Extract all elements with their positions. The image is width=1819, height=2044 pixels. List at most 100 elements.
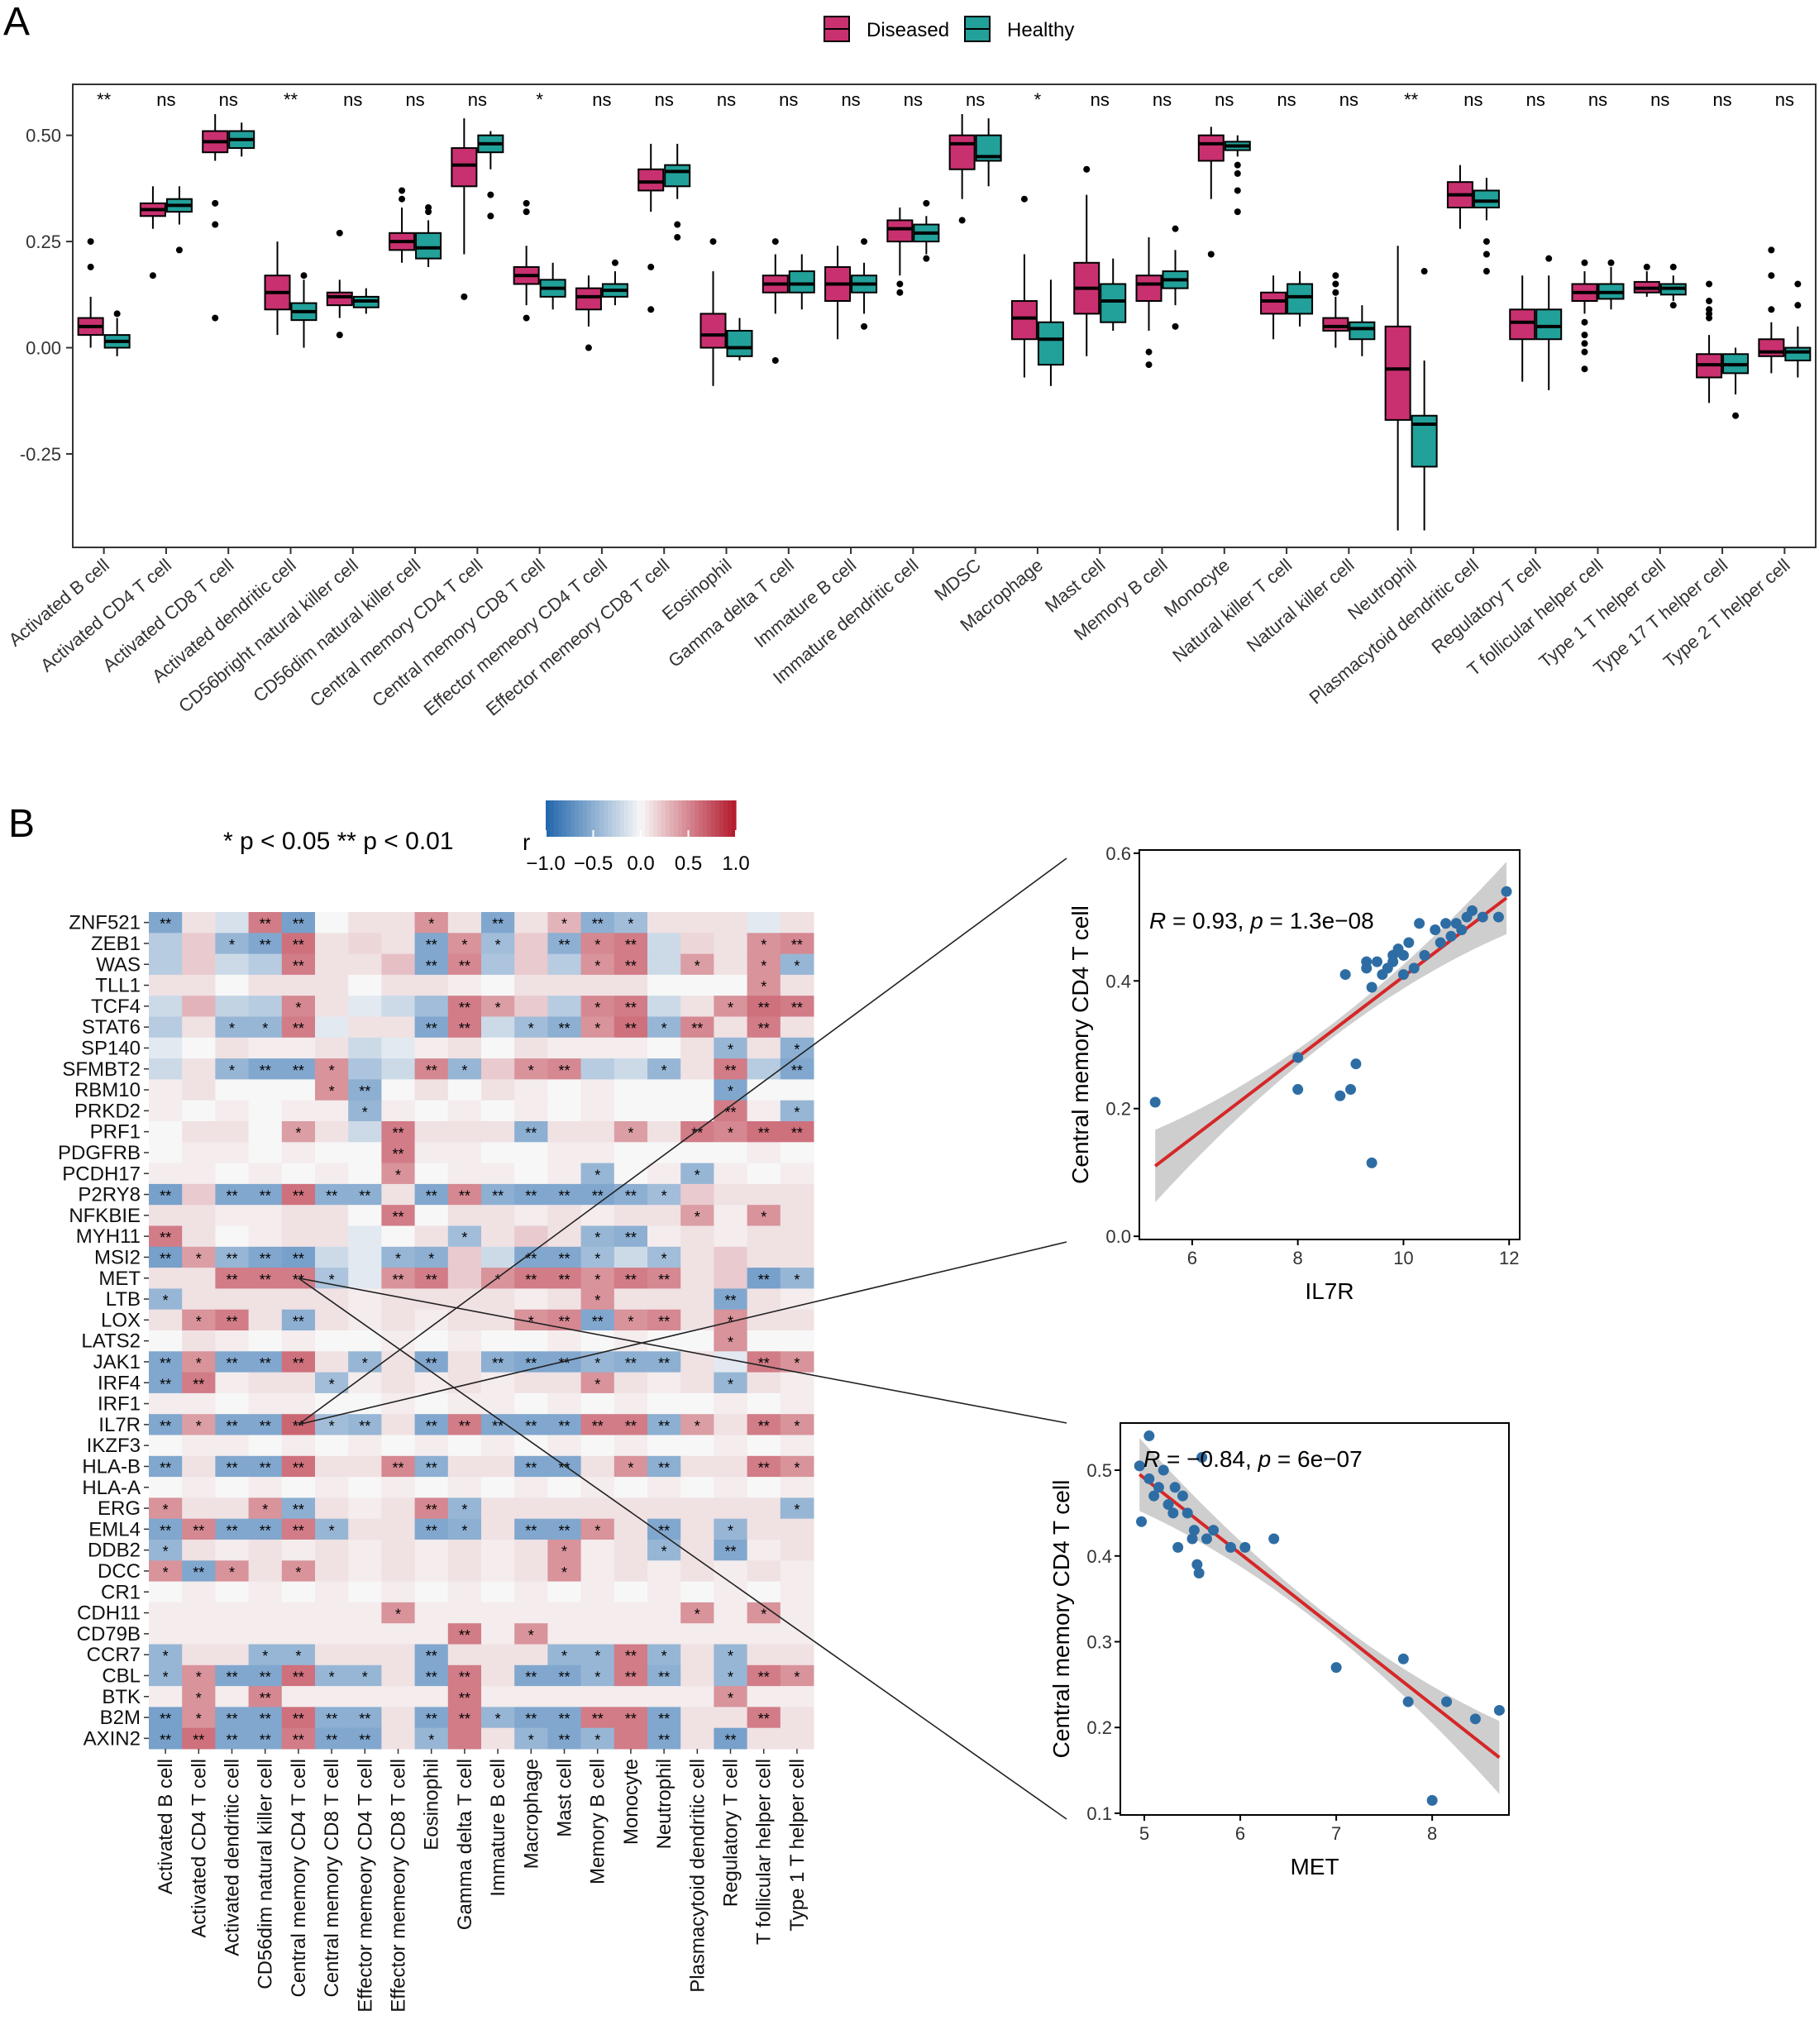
heatmap-cell (514, 1518, 548, 1540)
heatmap-cell (481, 1707, 515, 1729)
heatmap-cell (149, 1016, 183, 1039)
heatmap-cell (647, 1100, 681, 1122)
heatmap-cell (348, 1623, 382, 1645)
outlier-point (399, 187, 406, 194)
heatmap-cell (315, 1581, 349, 1603)
significance-mark: ns (904, 89, 923, 110)
heatmap-cell (547, 1644, 582, 1666)
significance-mark: ** (260, 1418, 271, 1435)
heatmap-cell (680, 1414, 714, 1435)
heatmap-cell (747, 1205, 781, 1226)
outlier-point (425, 208, 432, 216)
heatmap-cell (414, 1330, 449, 1352)
heatmap-cell (613, 1414, 648, 1435)
heatmap-cell (281, 1205, 316, 1226)
heatmap-cell (248, 1664, 283, 1687)
heatmap-cell (613, 1268, 648, 1289)
heatmap-cell (215, 1351, 250, 1373)
data-point (1292, 1052, 1304, 1063)
heatmap-cell (547, 1183, 582, 1206)
significance-mark: * (495, 1272, 501, 1288)
significance-mark: ** (226, 1272, 237, 1288)
significance-mark: * (728, 1083, 733, 1100)
data-point (1397, 949, 1409, 961)
heatmap-cell (780, 1183, 814, 1206)
heatmap-cell (547, 1100, 582, 1122)
heatmap-cell (215, 1268, 250, 1289)
significance-mark: * (594, 1731, 600, 1748)
significance-mark: ** (525, 1272, 537, 1288)
box-diseased (1384, 325, 1411, 421)
heatmap-cell (348, 996, 382, 1017)
heatmap-cell (647, 996, 681, 1017)
colorbar-segment (732, 800, 737, 837)
heatmap-cell (381, 1435, 416, 1457)
heatmap-cell (714, 1268, 748, 1289)
significance-mark: * (229, 1063, 235, 1079)
heatmap-cell (281, 1309, 316, 1331)
heatmap-cell (714, 912, 748, 934)
x-tick-label: Regulatory T cell (1428, 555, 1545, 658)
heatmap-cell (447, 1560, 482, 1583)
heatmap-cell (281, 1477, 316, 1498)
significance-mark: * (594, 1000, 600, 1016)
heatmap-cell (481, 1330, 515, 1352)
significance-mark: * (594, 1522, 600, 1539)
heatmap-cell (680, 996, 714, 1017)
heatmap-cell (647, 1392, 681, 1415)
heatmap-cell (315, 1205, 349, 1226)
colorbar-segment (645, 800, 650, 837)
significance-mark: ** (625, 1272, 637, 1288)
heatmap-cell (215, 1581, 250, 1603)
heatmap-cell (315, 1540, 349, 1561)
heatmap-cell (714, 1058, 748, 1080)
box-group: ** (77, 89, 131, 356)
heatmap-cell (613, 1602, 648, 1624)
heatmap-cell (647, 1435, 681, 1457)
y-tick-label: 0.6 (1105, 843, 1131, 864)
significance-mark: ** (226, 1669, 237, 1685)
heatmap-cell (747, 912, 781, 934)
heatmap-cell (747, 1183, 781, 1206)
heatmap-cell (414, 1205, 449, 1226)
box-healthy (1100, 283, 1127, 323)
heatmap-cell (780, 1205, 814, 1226)
row-label: HLA-A (82, 1477, 141, 1499)
heatmap-cell (481, 1497, 515, 1520)
column-label: CD56dim natural killer cell (255, 1759, 277, 1989)
outlier-point (861, 322, 868, 330)
heatmap-cell (580, 974, 615, 996)
heatmap-cell (747, 1686, 781, 1707)
heatmap-cell (714, 1477, 748, 1498)
row-label: PRF1 (90, 1121, 141, 1144)
heatmap-cell (447, 1142, 482, 1164)
outlier-point (674, 221, 681, 228)
heatmap-cell (281, 1455, 316, 1478)
heatmap-cell (514, 1268, 548, 1289)
heatmap-cell (149, 1100, 183, 1122)
x-tick-label: 6 (1187, 1248, 1197, 1268)
heatmap-cell (613, 974, 648, 996)
significance-mark: ** (392, 1125, 403, 1142)
heatmap-cell (315, 1016, 349, 1039)
heatmap-cell (613, 912, 648, 934)
heatmap-cell (780, 1246, 814, 1268)
heatmap-cell (580, 1268, 615, 1289)
colorbar-segment (653, 800, 658, 837)
heatmap-cell (414, 1037, 449, 1059)
regression-line (1153, 896, 1508, 1168)
significance-mark: ** (525, 1418, 537, 1435)
heatmap-cell (414, 1518, 449, 1540)
significance-mark: ** (260, 1250, 271, 1267)
heatmap-cell (315, 912, 349, 934)
heatmap-cell (680, 1372, 714, 1394)
heatmap-cell (414, 1707, 449, 1729)
significance-mark: * (561, 1648, 567, 1664)
significance-mark: ** (791, 1125, 803, 1142)
r-value: = −0.84, (1160, 1446, 1258, 1472)
significance-mark: * (229, 1564, 235, 1581)
heatmap-cell (647, 1079, 681, 1101)
heatmap-cell (381, 1497, 416, 1520)
significance-mark: * (628, 1313, 633, 1330)
heatmap-cell (547, 1560, 582, 1583)
